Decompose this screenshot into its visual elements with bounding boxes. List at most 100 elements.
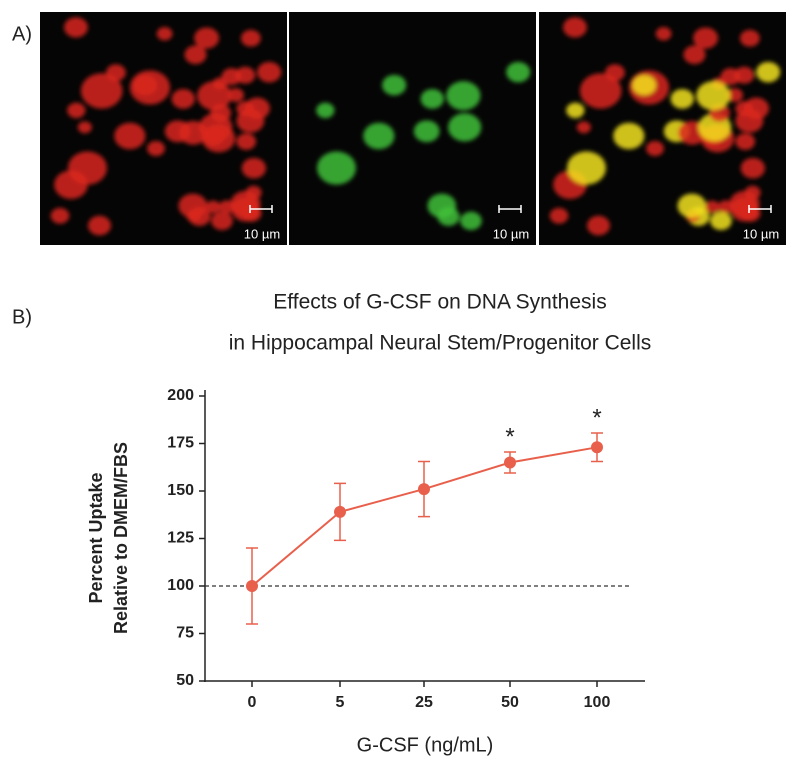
cell [316, 151, 356, 185]
cell [734, 66, 755, 84]
cell [236, 101, 255, 117]
cell [178, 193, 208, 218]
cell [646, 140, 664, 157]
cell [114, 122, 146, 150]
significance-marker: * [505, 423, 514, 450]
scale-bar [498, 205, 522, 213]
cell [363, 122, 395, 150]
cell [735, 133, 756, 150]
panel-label: A) [12, 23, 32, 45]
cell [147, 140, 165, 157]
cell [655, 27, 672, 41]
cell [704, 200, 720, 214]
cell [739, 29, 760, 47]
cell [563, 17, 587, 38]
cell [448, 113, 482, 142]
cell [184, 45, 207, 65]
cell [77, 121, 92, 134]
cell [756, 61, 781, 83]
cell [740, 157, 766, 179]
x-tick-label: 0 [248, 694, 257, 711]
x-tick-label: 50 [501, 694, 519, 711]
cell [241, 157, 267, 179]
y-tick-label: 200 [167, 387, 194, 404]
cell [632, 74, 657, 96]
y-axis-label: Percent Uptake [86, 472, 106, 603]
cell [236, 133, 257, 150]
cell [227, 88, 245, 103]
cell [230, 190, 261, 217]
scale-label: 10 µm [743, 226, 779, 241]
cell [211, 211, 233, 231]
data-point [591, 441, 603, 454]
cell [80, 73, 123, 109]
cell [735, 101, 754, 117]
cell [67, 151, 107, 185]
cell [382, 74, 407, 96]
cell [257, 61, 282, 83]
cell [205, 200, 221, 214]
cell [677, 193, 707, 218]
cell [613, 122, 645, 150]
data-point [334, 505, 346, 518]
cell [446, 81, 481, 111]
y-tick-label: 50 [176, 672, 194, 689]
x-tick-label: 5 [336, 694, 345, 711]
cell [579, 73, 622, 109]
micrograph [289, 12, 536, 245]
scale-bar [249, 205, 273, 213]
cell [171, 88, 195, 109]
cell [197, 81, 232, 111]
cell [194, 27, 220, 49]
cell [710, 211, 732, 231]
cell [729, 190, 760, 217]
cell [64, 17, 88, 38]
cell [420, 88, 444, 109]
cell [576, 121, 591, 134]
chart-title: Effects of G-CSF on DNA Synthesis [273, 291, 606, 314]
scale-label: 10 µm [244, 226, 280, 241]
significance-marker: * [592, 404, 601, 431]
x-axis-label: G-CSF (ng/mL) [357, 734, 494, 756]
cell [427, 193, 457, 218]
scale-bar [748, 205, 772, 213]
cell [693, 27, 719, 49]
cell [549, 207, 569, 224]
data-point [504, 456, 516, 469]
y-tick-label: 175 [167, 435, 194, 452]
data-point [418, 483, 430, 496]
cell [586, 215, 611, 236]
cells [50, 17, 282, 236]
cell [566, 151, 606, 185]
y-tick-label: 75 [176, 625, 194, 642]
cell [156, 27, 173, 41]
cell [316, 102, 335, 119]
cell [726, 88, 744, 103]
cell [87, 215, 112, 236]
micrograph-panel: 10 µm 10 µm 10 µm [40, 12, 786, 245]
x-tick-label: 100 [584, 694, 611, 711]
cell [566, 102, 585, 119]
y-axis-label: Relative to DMEM/FBS [111, 442, 131, 634]
y-tick-label: 125 [167, 530, 194, 547]
chart-title: in Hippocampal Neural Stem/Progenitor Ce… [229, 332, 652, 355]
data-point [246, 580, 258, 592]
scale-label: 10 µm [493, 226, 529, 241]
y-tick-label: 100 [167, 577, 194, 594]
cell [670, 88, 694, 109]
cells [549, 17, 781, 236]
cell [413, 120, 440, 143]
panel-label: B) [12, 306, 32, 328]
cell [696, 81, 731, 111]
cell [133, 74, 158, 96]
cell [506, 61, 531, 83]
cell [67, 102, 86, 119]
cell [50, 207, 70, 224]
cell [683, 45, 706, 65]
x-tick-label: 25 [415, 694, 433, 711]
cell [235, 66, 256, 84]
cells [316, 61, 531, 231]
y-tick-label: 150 [167, 482, 194, 499]
cell [240, 29, 261, 47]
